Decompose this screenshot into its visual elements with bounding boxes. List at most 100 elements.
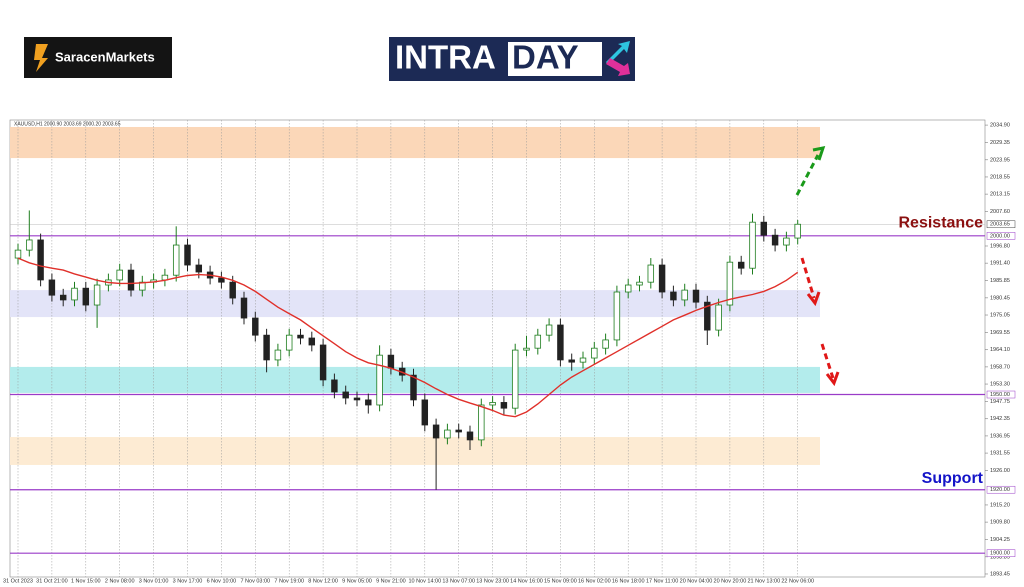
intraday-logo: INTRA DAY	[389, 37, 635, 81]
candle-body	[760, 221, 768, 236]
candle-body	[59, 294, 67, 301]
candle-body	[421, 399, 429, 426]
candle-body	[636, 281, 643, 286]
candle-body	[252, 317, 259, 336]
candle-body	[500, 402, 508, 409]
candle-body	[534, 334, 542, 349]
y-tick-label: 1909.80	[990, 520, 1010, 526]
intraday-right: DAY	[512, 39, 579, 76]
candle-body	[692, 289, 700, 303]
candle-body	[172, 244, 180, 276]
candle-body	[319, 344, 327, 381]
candle-body	[274, 349, 282, 361]
x-tick-label: 7 Nov 19:00	[274, 578, 304, 584]
x-tick-label: 8 Nov 12:00	[308, 578, 338, 584]
annotation: Resistance	[899, 214, 984, 231]
candle-body	[353, 397, 361, 401]
x-tick-label: 3 Nov 17:00	[173, 578, 203, 584]
arrow-down	[800, 257, 816, 299]
candle-body	[82, 287, 90, 306]
candle-body	[263, 334, 270, 361]
candle-body	[726, 261, 734, 306]
x-tick-label: 20 Nov 20:00	[714, 578, 747, 584]
x-tick-label: 1 Nov 15:00	[71, 578, 101, 584]
x-tick-label: 9 Nov 21:00	[376, 578, 406, 584]
arrow-head	[806, 291, 821, 307]
arrow-up	[795, 154, 820, 196]
y-tick-label: 2034.90	[990, 123, 1010, 129]
candle-body	[466, 431, 474, 441]
brand-icon	[34, 44, 48, 72]
candle-body	[297, 334, 304, 339]
level-label-box	[986, 485, 1016, 494]
candle-body	[511, 349, 519, 409]
candle-body	[342, 391, 349, 399]
x-tick-label: 13 Nov 07:00	[442, 578, 475, 584]
candle-body	[681, 289, 688, 301]
candle-body	[240, 297, 248, 319]
y-tick-label: 1980.45	[990, 295, 1010, 301]
brand-name: SaracenMarkets	[55, 49, 155, 64]
candle-body	[285, 334, 293, 351]
level-label-box	[986, 390, 1016, 399]
level-label: 2000.00	[990, 233, 1010, 239]
last-price-box	[986, 220, 1016, 229]
arrow-head	[812, 146, 826, 161]
y-tick-label: 1958.70	[990, 364, 1010, 370]
arrow-down	[820, 343, 835, 379]
x-tick-label: 14 Nov 16:00	[510, 578, 543, 584]
candle-body	[613, 291, 621, 341]
candle-body	[387, 354, 395, 369]
moving-average	[17, 257, 799, 418]
candle-body	[48, 279, 56, 296]
candle-body	[218, 277, 225, 283]
y-tick-label: 1915.20	[990, 502, 1010, 508]
candle-body	[410, 374, 417, 401]
zone	[10, 126, 820, 159]
candle-body	[432, 424, 440, 439]
y-tick-label: 2023.95	[990, 157, 1010, 163]
candle-body	[331, 379, 338, 393]
y-tick-label: 2029.35	[990, 140, 1010, 146]
x-tick-label: 3 Nov 01:00	[139, 578, 169, 584]
candle-body	[308, 337, 316, 346]
x-tick-label: 31 Oct 21:00	[36, 578, 68, 584]
arrow-up-icon	[606, 41, 630, 65]
x-tick-label: 15 Nov 09:00	[544, 578, 577, 584]
x-tick-label: 16 Nov 18:00	[612, 578, 645, 584]
plot-frame	[9, 119, 986, 578]
candle-body	[704, 301, 711, 331]
candle-body	[195, 264, 203, 273]
y-tick-label: 1991.40	[990, 261, 1010, 267]
candle-body	[647, 264, 655, 283]
candle-body	[71, 287, 78, 301]
x-tick-label: 31 Oct 2023	[3, 578, 33, 584]
candle-body	[523, 347, 530, 351]
zone	[10, 437, 820, 465]
candle-body	[579, 357, 587, 363]
chart-title: XAUUSD,H1 2000.90 2003.69 2000.20 2003.6…	[14, 121, 121, 127]
candle-body	[602, 339, 609, 349]
candle-body	[478, 404, 485, 441]
candle-body	[127, 269, 135, 291]
brand-box	[24, 37, 172, 78]
x-tick-label: 2 Nov 08:00	[105, 578, 135, 584]
x-tick-label: 20 Nov 04:00	[680, 578, 713, 584]
y-tick-label: 2013.15	[990, 192, 1010, 198]
y-tick-label: 1996.80	[990, 243, 1010, 249]
candle-body	[658, 264, 666, 293]
candle-body	[749, 221, 756, 269]
candle-body	[670, 291, 677, 301]
candle-body	[794, 223, 801, 239]
x-tick-label: 21 Nov 13:00	[747, 578, 780, 584]
candle-body	[624, 284, 632, 293]
y-tick-label: 1969.55	[990, 330, 1010, 336]
y-tick-label: 1942.35	[990, 416, 1010, 422]
candle-body	[568, 359, 575, 363]
candle-body	[37, 239, 44, 281]
level-label: 1950.00	[990, 392, 1010, 398]
candle-body	[229, 281, 236, 299]
x-tick-label: 16 Nov 02:00	[578, 578, 611, 584]
x-tick-label: 6 Nov 10:00	[207, 578, 237, 584]
